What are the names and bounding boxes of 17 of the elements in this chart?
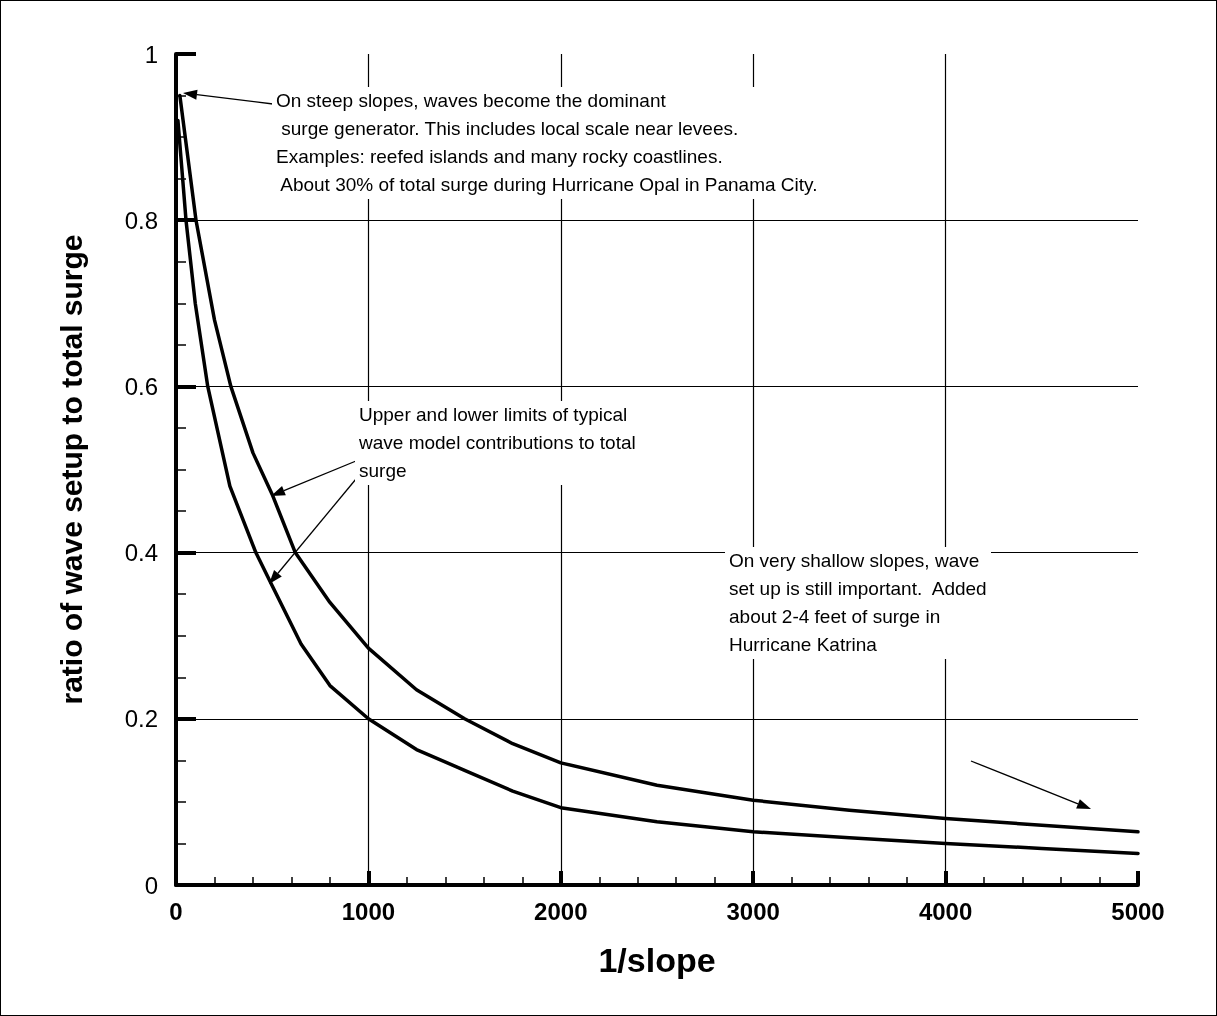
- y-tick-label: 0.4: [124, 539, 158, 567]
- y-tick-label: 0: [144, 871, 158, 899]
- y-axis-title: ratio of wave setup to total surge: [54, 234, 88, 705]
- x-tick-label: 3000: [726, 897, 780, 925]
- x-tick-label: 5000: [1111, 897, 1165, 925]
- annotation: Upper and lower limits of typical wave model contributions to total surge: [355, 401, 640, 485]
- annotation: On steep slopes, waves become the dominant surge generator. This includes local scale near levees. Examples: reefed islands and many rocky coastlines. About 30% of total surge during Hurricane Opal in Panama City.: [272, 87, 822, 199]
- x-tick-label: 4000: [918, 897, 973, 925]
- y-tick-label: 0.6: [124, 372, 158, 400]
- annotation: On very shallow slopes, wave set up is still important. Added about 2-4 feet of surge in Hurricane Katrina: [725, 547, 991, 659]
- x-tick-label: 0: [169, 897, 183, 925]
- x-axis-title: 1/slope: [598, 941, 716, 979]
- y-tick-label: 0.2: [124, 705, 158, 733]
- y-tick-label: 0.8: [124, 206, 158, 234]
- x-tick-label: 1000: [341, 897, 396, 925]
- y-tick-label: 1: [144, 40, 158, 68]
- x-tick-label: 2000: [534, 897, 588, 925]
